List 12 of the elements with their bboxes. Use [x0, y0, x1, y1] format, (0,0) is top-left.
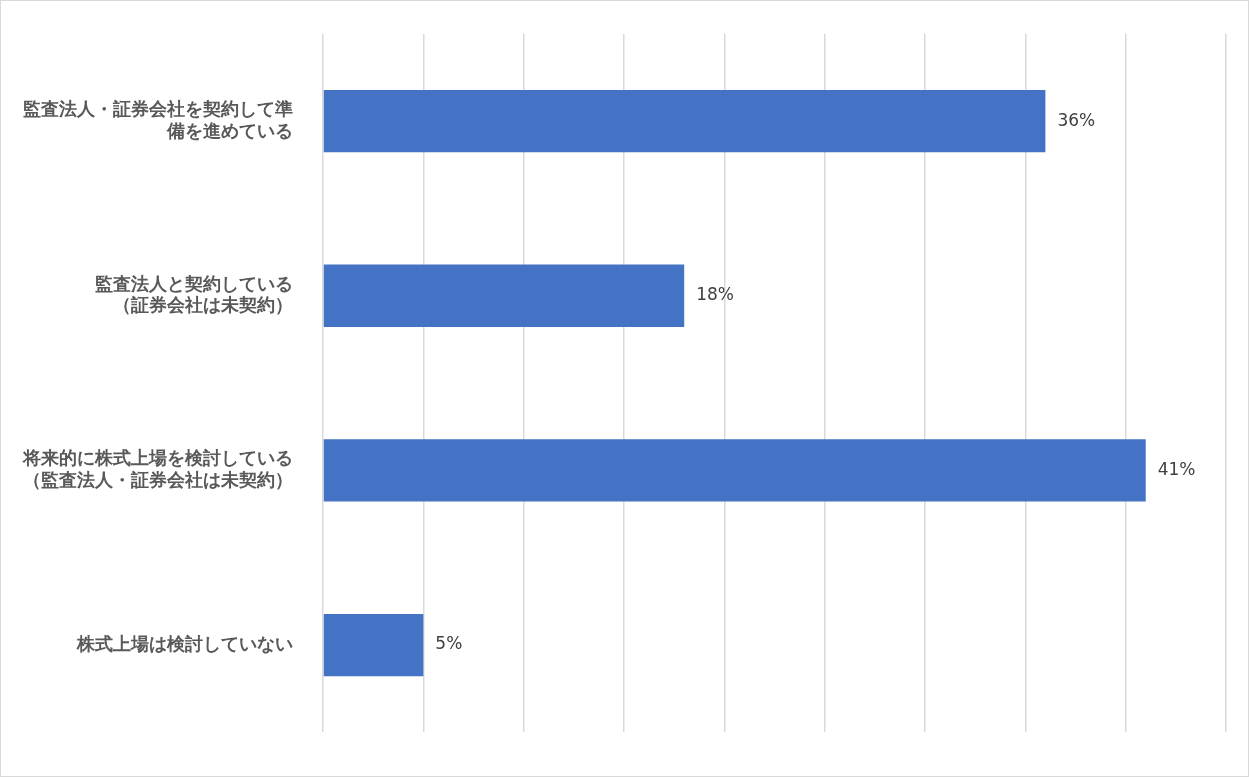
bar	[323, 439, 1146, 502]
data-label: 18%	[696, 284, 734, 305]
data-label: 36%	[1057, 109, 1096, 130]
bar	[323, 264, 685, 327]
y-tick-label: 将来的に株式上場を検討している（監査法人・証券会社は未契約）	[22, 447, 293, 490]
data-label: 41%	[1157, 458, 1196, 479]
y-tick-label: 監査法人と契約している（証券会社は未契約）	[95, 272, 293, 316]
y-tick-label: 株式上場は検討していない	[76, 632, 293, 654]
data-label: 5%	[435, 633, 463, 654]
bar	[323, 89, 1046, 153]
y-tick-label: 監査法人・証券会社を契約して準備を進めている	[23, 98, 293, 141]
bar	[323, 613, 424, 677]
